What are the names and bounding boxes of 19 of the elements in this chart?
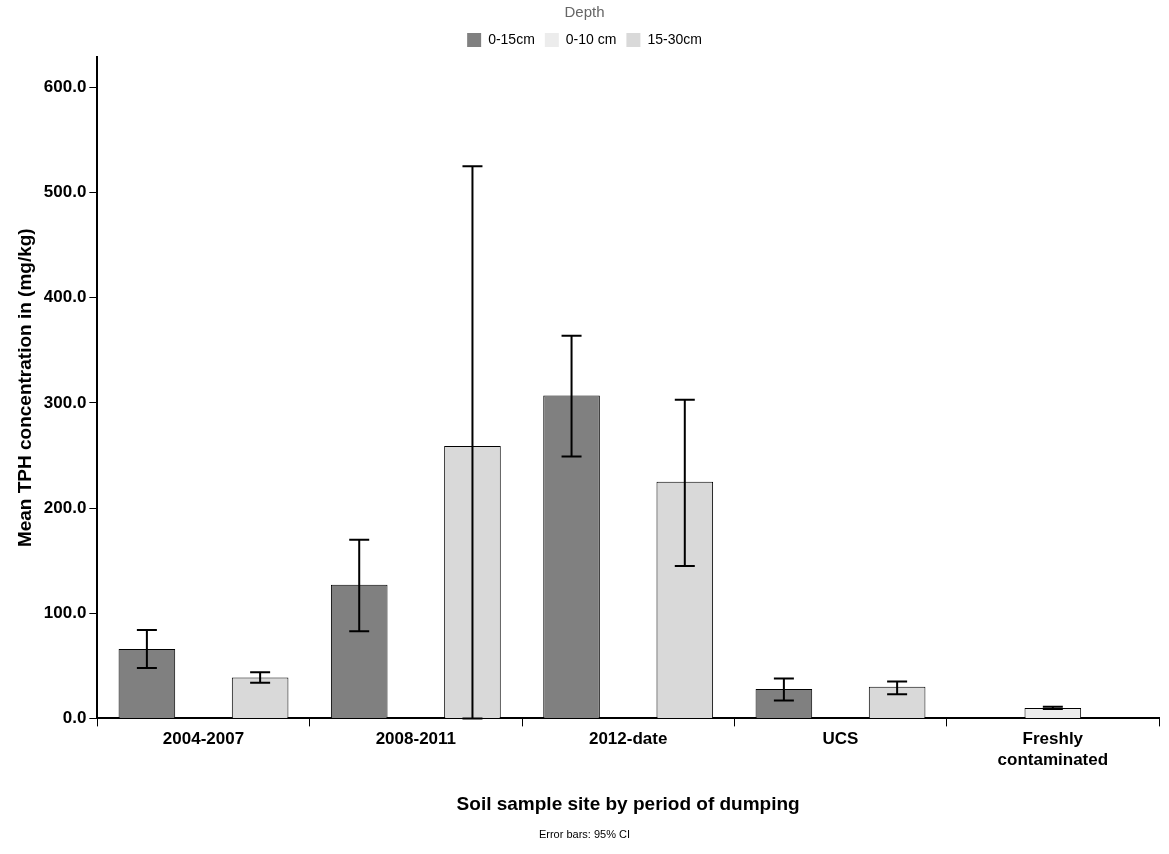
y-tick-label: 0.0 bbox=[62, 708, 87, 728]
legend-label: 15-30cm bbox=[647, 30, 702, 47]
y-tick-label: 100.0 bbox=[43, 602, 87, 622]
y-tick-label: 400.0 bbox=[43, 287, 87, 307]
x-tick-label: UCS bbox=[822, 729, 859, 749]
x-axis-title: Soil sample site by period of dumping bbox=[456, 792, 800, 814]
legend-label: 0-15cm bbox=[488, 30, 535, 47]
x-tick-label: Freshly contaminated bbox=[997, 729, 1109, 769]
text: Error bars: 95% CI bbox=[537, 828, 632, 840]
legend-title: Depth bbox=[564, 2, 605, 20]
x-tick-label: 2008-2011 bbox=[375, 729, 457, 749]
y-tick-label: 200.0 bbox=[43, 497, 87, 517]
y-axis-title: Mean TPH concentration in (mg/kg) bbox=[13, 228, 35, 548]
legend-label: 0-10 cm bbox=[565, 30, 617, 47]
y-tick-label: 600.0 bbox=[43, 77, 87, 97]
y-tick-label: 500.0 bbox=[43, 182, 87, 202]
y-tick-label: 300.0 bbox=[43, 392, 87, 412]
x-tick-label: 2012-date bbox=[588, 729, 668, 749]
x-tick-label: 2004-2007 bbox=[162, 729, 245, 749]
